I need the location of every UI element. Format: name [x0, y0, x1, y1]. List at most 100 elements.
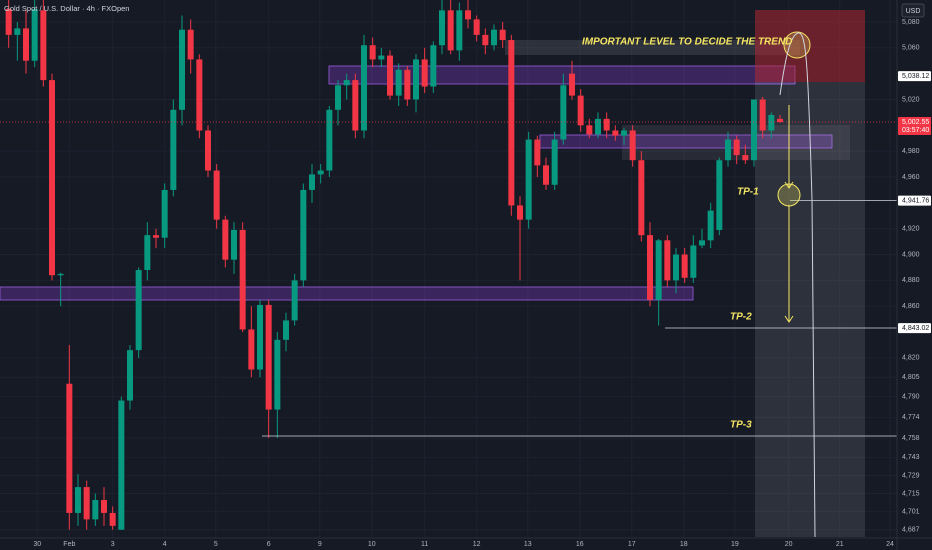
countdown: 03:57:40	[902, 127, 929, 134]
candle-body	[499, 29, 506, 41]
currency[interactable]: USD	[906, 8, 921, 15]
price-marker-label: 4,843.02	[902, 325, 929, 332]
candle-body	[647, 235, 653, 300]
candle-body	[681, 254, 688, 278]
price-marker	[898, 323, 931, 334]
x-tick-label: 13	[524, 541, 532, 548]
candle-body	[473, 19, 480, 35]
candle-body	[14, 28, 21, 35]
candles	[0, 0, 897, 530]
candle-body	[733, 139, 740, 156]
y-tick-label: 4,729	[902, 472, 920, 479]
candle-body	[768, 114, 775, 131]
candle-body	[170, 109, 177, 190]
x-tick-label: 10	[368, 541, 376, 548]
candle-body	[369, 45, 376, 60]
candle-body	[153, 235, 159, 238]
arrow	[784, 105, 794, 323]
y-tick-label: 4,980	[902, 148, 920, 155]
y-tick-label: 4,758	[902, 435, 920, 442]
candle-body	[569, 73, 575, 96]
candle-body	[699, 240, 705, 246]
annotation: IMPORTANT LEVEL TO DECIDE THE TREND	[582, 37, 792, 48]
y-tick-label: 4,774	[902, 414, 920, 421]
candle-body	[239, 229, 246, 330]
candle-body	[525, 139, 532, 220]
x-tick-label: 24	[886, 541, 894, 548]
price-marker	[898, 117, 931, 136]
y-tick-label: 5,020	[902, 96, 920, 103]
x-tick-label: 5	[214, 541, 218, 548]
y-tick-label: 4,860	[902, 303, 920, 310]
candle-body	[179, 29, 185, 110]
candle-body	[612, 130, 619, 136]
y-tick-label: 5,080	[902, 19, 920, 26]
candle-body	[75, 487, 81, 513]
candle-body	[560, 85, 567, 140]
candle-body	[586, 125, 593, 135]
candle-body	[751, 99, 757, 161]
x-tick-label: 19	[731, 541, 739, 548]
candle-body	[759, 99, 766, 131]
axes: 5,080 5,060 5,020 4,980 4,960 4,920 4,900 4,880…	[33, 19, 931, 548]
candle-body	[326, 109, 333, 171]
y-tick-label: 4,820	[902, 355, 920, 362]
candle-body	[707, 210, 714, 241]
candle-body	[309, 174, 315, 190]
y-tick-label: 4,920	[902, 226, 920, 233]
x-tick-label: 9	[318, 541, 322, 548]
candle-body	[118, 400, 125, 530]
candle-body	[248, 329, 255, 370]
candle-body	[343, 80, 350, 86]
candle-body	[725, 139, 731, 161]
candle-body	[447, 10, 454, 51]
candle-body	[335, 85, 341, 110]
x-tick-label: 21	[836, 541, 844, 548]
candle-body	[777, 118, 783, 123]
candle-body	[690, 245, 697, 278]
candle-body	[673, 254, 679, 281]
candle-body	[23, 28, 29, 61]
price-axis	[897, 0, 932, 550]
candle-body	[317, 170, 324, 175]
zone	[755, 82, 865, 537]
price-marker-label: 4,941.76	[902, 197, 929, 204]
candle-body	[508, 40, 515, 206]
currency-button[interactable]	[901, 3, 925, 18]
candle-body	[742, 155, 749, 161]
annotation: TP-2	[730, 312, 752, 323]
candle-body	[491, 29, 497, 46]
candle-body	[439, 10, 445, 46]
candle-body	[83, 487, 90, 520]
candle-body	[265, 304, 272, 410]
candle-body	[378, 55, 385, 60]
x-tick-label: 17	[628, 541, 636, 548]
candle-body	[161, 189, 168, 238]
x-tick-label: 6	[267, 541, 271, 548]
candle-body	[205, 130, 211, 171]
y-tick-label: 4,880	[902, 277, 920, 284]
candle-body	[413, 59, 419, 100]
price-marker-label: 5,038.12	[902, 73, 929, 80]
y-tick-label: 4,701	[902, 508, 920, 515]
candle-body	[551, 139, 558, 185]
candle-body	[274, 339, 281, 410]
x-tick-label: 16	[576, 541, 584, 548]
candle-body	[534, 139, 541, 166]
candle-body	[40, 10, 47, 81]
candle-body	[361, 45, 367, 131]
annotation: TP-3	[730, 420, 752, 431]
candle-body	[257, 304, 263, 370]
candle-body	[352, 80, 359, 131]
candle-body	[395, 69, 402, 96]
price-marker-label: 5,002.55	[902, 119, 929, 126]
candle-body	[716, 160, 723, 230]
grid	[0, 0, 897, 538]
zone	[505, 40, 800, 55]
candle-body	[231, 229, 237, 260]
y-tick-label: 4,900	[902, 251, 920, 258]
candle-body	[482, 34, 489, 46]
candle-body	[283, 320, 289, 340]
candle-body	[31, 9, 38, 61]
x-tick-label: 11	[421, 541, 428, 548]
